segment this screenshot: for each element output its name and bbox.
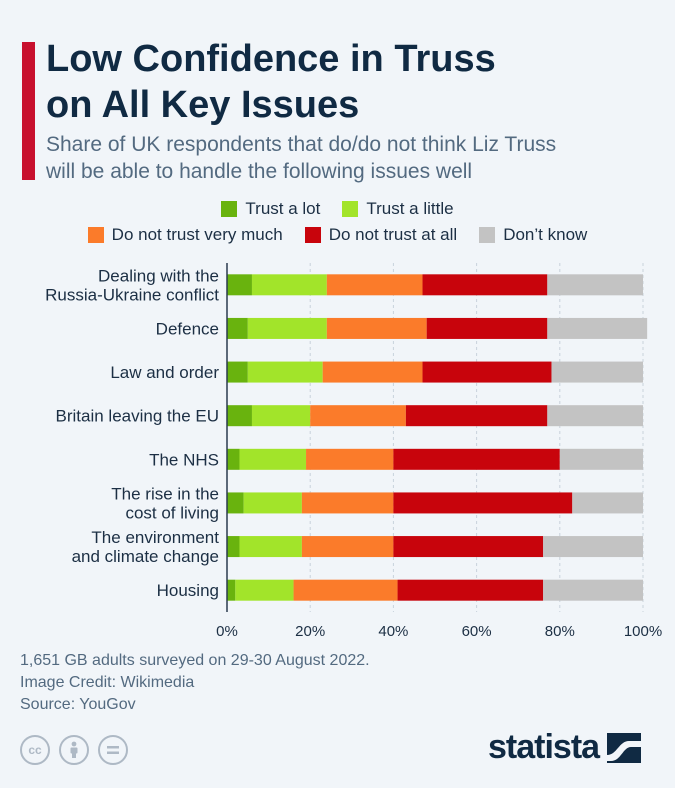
cc-icon: cc: [20, 735, 50, 765]
legend-swatch: [304, 227, 321, 243]
bar-segment: [572, 492, 643, 514]
legend-label: Don’t know: [503, 225, 588, 244]
bar-segment: [397, 579, 544, 601]
bar-segment: [543, 579, 643, 601]
bar-segment: [326, 317, 427, 339]
bar-segment: [547, 274, 643, 296]
category-label: cost of living: [125, 503, 219, 522]
legend-item-3: Do not trust at all: [304, 225, 458, 245]
footer: 1,651 GB adults surveyed on 29-30 August…: [20, 650, 370, 716]
bar-segment: [547, 405, 643, 427]
category-label: Defence: [156, 319, 219, 338]
category-label: The environment: [91, 528, 219, 547]
bar-segment: [422, 274, 548, 296]
bar-segment: [239, 448, 307, 470]
bar-segment: [547, 317, 648, 339]
legend-swatch: [87, 227, 104, 243]
legend: Trust a lot Trust a little Do not trust v…: [0, 196, 675, 248]
bar-segment: [227, 536, 240, 558]
subtitle-line-1: Share of UK respondents that do/do not t…: [46, 133, 557, 156]
bar-segment: [393, 536, 544, 558]
legend-row-2: Do not trust very much Do not trust at al…: [0, 222, 675, 248]
legend-item-2: Do not trust very much: [87, 225, 283, 245]
title-line-2: on All Key Issues: [46, 84, 360, 126]
legend-item-4: Don’t know: [479, 225, 587, 245]
bar-segment: [227, 492, 244, 514]
bar-segment: [227, 405, 252, 427]
legend-label: Trust a little: [366, 199, 454, 218]
bar-segment: [239, 536, 302, 558]
category-label: Housing: [157, 581, 219, 600]
x-tick-label: 20%: [295, 623, 325, 640]
x-tick-label: 40%: [378, 623, 408, 640]
bar-segment: [227, 579, 236, 601]
category-label: Dealing with the: [98, 266, 219, 285]
bar-segment: [227, 361, 248, 383]
bar-segment: [543, 536, 643, 558]
bar-segment: [422, 361, 552, 383]
legend-label: Do not trust very much: [111, 225, 283, 244]
x-tick-label: 100%: [624, 623, 662, 640]
legend-label: Do not trust at all: [328, 225, 458, 244]
legend-swatch: [342, 201, 359, 217]
bar-segment: [247, 317, 327, 339]
category-label: and climate change: [72, 547, 219, 566]
nd-icon: [98, 735, 128, 765]
bar-segment: [293, 579, 398, 601]
legend-item-0: Trust a lot: [221, 199, 320, 219]
bar-segment: [227, 317, 248, 339]
bar-segment: [551, 361, 643, 383]
x-tick-label: 0%: [216, 623, 238, 640]
x-tick-label: 80%: [545, 623, 575, 640]
bar-segment: [251, 405, 311, 427]
category-label: Britain leaving the EU: [56, 407, 219, 426]
bar-segment: [393, 448, 560, 470]
bar-segment: [310, 405, 406, 427]
bar-segment: [301, 536, 394, 558]
legend-swatch: [479, 227, 496, 243]
bar-segment: [227, 274, 252, 296]
bar-segment: [306, 448, 394, 470]
image-credit: Image Credit: Wikimedia: [20, 674, 195, 691]
legend-item-1: Trust a little: [342, 199, 454, 219]
subtitle: Share of UK respondents that do/do not t…: [46, 131, 646, 185]
bar-segment: [301, 492, 394, 514]
bar-segment: [322, 361, 423, 383]
bar-segment: [326, 274, 423, 296]
legend-row-1: Trust a lot Trust a little: [0, 196, 675, 222]
category-label: Russia-Ukraine conflict: [45, 285, 219, 304]
statista-logo[interactable]: statista: [488, 728, 642, 767]
legend-swatch: [221, 201, 238, 217]
bar-segment: [243, 492, 302, 514]
license-icons: cc: [20, 735, 137, 765]
title-line-1: Low Confidence in Truss: [46, 38, 496, 80]
bar-segment: [559, 448, 643, 470]
survey-note: 1,651 GB adults surveyed on 29-30 August…: [20, 652, 370, 669]
stacked-bar-chart: 0% 20% 40% 60% 80% 100% Dealing with theRussia…: [45, 263, 662, 640]
category-label: The NHS: [149, 450, 219, 469]
x-tick-label: 60%: [462, 623, 492, 640]
bar-segment: [251, 274, 327, 296]
legend-label: Trust a lot: [245, 199, 321, 218]
bar-segment: [235, 579, 294, 601]
bar-segment: [393, 492, 573, 514]
bar-segment: [227, 448, 240, 470]
statista-mark-icon: [607, 732, 642, 763]
bar-segment: [247, 361, 323, 383]
page-title: Low Confidence in Truss on All Key Issue…: [46, 36, 646, 128]
category-label: Law and order: [110, 363, 219, 382]
by-icon: [59, 735, 89, 765]
subtitle-line-2: will be able to handle the following iss…: [46, 160, 473, 183]
accent-bar: [22, 42, 35, 180]
category-label: The rise in the: [111, 484, 219, 503]
bar-segment: [405, 405, 548, 427]
source-note: Source: YouGov: [20, 696, 136, 713]
logo-text: statista: [488, 728, 600, 766]
bar-segment: [426, 317, 548, 339]
